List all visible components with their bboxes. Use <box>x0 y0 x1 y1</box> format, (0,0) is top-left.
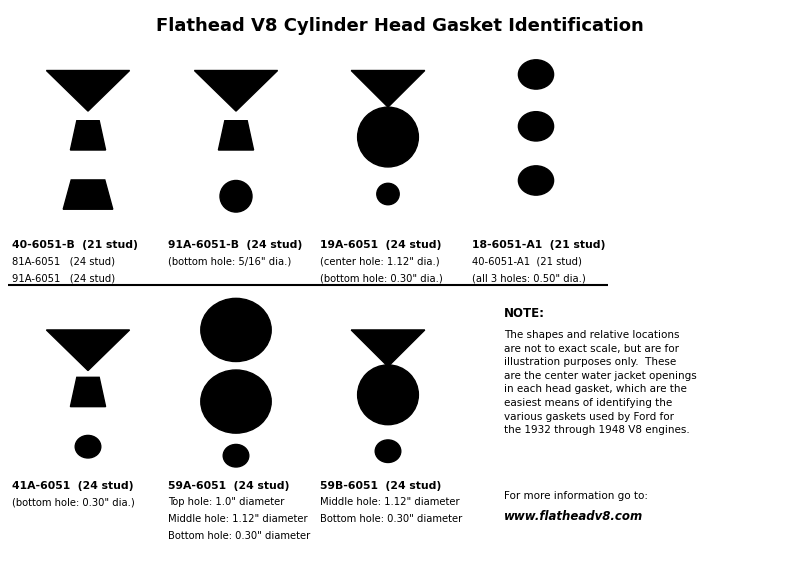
Polygon shape <box>46 330 130 371</box>
Polygon shape <box>218 121 254 150</box>
Polygon shape <box>194 70 278 111</box>
Polygon shape <box>351 330 425 367</box>
Text: Top hole: 1.0" diameter: Top hole: 1.0" diameter <box>168 497 284 508</box>
Polygon shape <box>63 180 113 209</box>
Text: 91A-6051-B  (24 stud): 91A-6051-B (24 stud) <box>168 240 302 250</box>
Ellipse shape <box>518 112 554 141</box>
Ellipse shape <box>223 444 249 467</box>
Text: 59A-6051  (24 stud): 59A-6051 (24 stud) <box>168 481 290 491</box>
Text: (bottom hole: 5/16" dia.): (bottom hole: 5/16" dia.) <box>168 257 291 267</box>
Ellipse shape <box>358 365 418 425</box>
Text: Bottom hole: 0.30" diameter: Bottom hole: 0.30" diameter <box>168 531 310 541</box>
Text: 19A-6051  (24 stud): 19A-6051 (24 stud) <box>320 240 442 250</box>
Text: For more information go to:: For more information go to: <box>504 491 648 501</box>
Ellipse shape <box>201 370 271 433</box>
Text: The shapes and relative locations
are not to exact scale, but are for
illustrati: The shapes and relative locations are no… <box>504 330 697 435</box>
Text: 40-6051-A1  (21 stud): 40-6051-A1 (21 stud) <box>472 257 582 267</box>
Ellipse shape <box>375 440 401 462</box>
Text: 81A-6051   (24 stud): 81A-6051 (24 stud) <box>12 257 115 267</box>
Ellipse shape <box>75 435 101 458</box>
Text: Flathead V8 Cylinder Head Gasket Identification: Flathead V8 Cylinder Head Gasket Identif… <box>156 17 644 35</box>
Text: 91A-6051   (24 stud): 91A-6051 (24 stud) <box>12 274 115 284</box>
Text: (bottom hole: 0.30" dia.): (bottom hole: 0.30" dia.) <box>320 274 442 284</box>
Text: 18-6051-A1  (21 stud): 18-6051-A1 (21 stud) <box>472 240 606 250</box>
Polygon shape <box>46 70 130 111</box>
Text: 40-6051-B  (21 stud): 40-6051-B (21 stud) <box>12 240 138 250</box>
Text: (all 3 holes: 0.50" dia.): (all 3 holes: 0.50" dia.) <box>472 274 586 284</box>
Text: (bottom hole: 0.30" dia.): (bottom hole: 0.30" dia.) <box>12 497 134 508</box>
Ellipse shape <box>220 180 252 212</box>
Polygon shape <box>351 70 425 107</box>
Text: Middle hole: 1.12" diameter: Middle hole: 1.12" diameter <box>168 514 308 525</box>
Polygon shape <box>70 121 106 150</box>
Text: Middle hole: 1.12" diameter: Middle hole: 1.12" diameter <box>320 497 460 508</box>
Text: NOTE:: NOTE: <box>504 307 545 320</box>
Text: (center hole: 1.12" dia.): (center hole: 1.12" dia.) <box>320 257 440 267</box>
Text: www.flatheadv8.com: www.flatheadv8.com <box>504 510 643 523</box>
Text: Bottom hole: 0.30" diameter: Bottom hole: 0.30" diameter <box>320 514 462 525</box>
Ellipse shape <box>518 60 554 89</box>
Text: 59B-6051  (24 stud): 59B-6051 (24 stud) <box>320 481 442 491</box>
Ellipse shape <box>358 107 418 167</box>
Text: 41A-6051  (24 stud): 41A-6051 (24 stud) <box>12 481 134 491</box>
Ellipse shape <box>377 183 399 205</box>
Polygon shape <box>70 377 106 407</box>
Ellipse shape <box>518 166 554 195</box>
Ellipse shape <box>201 298 271 362</box>
